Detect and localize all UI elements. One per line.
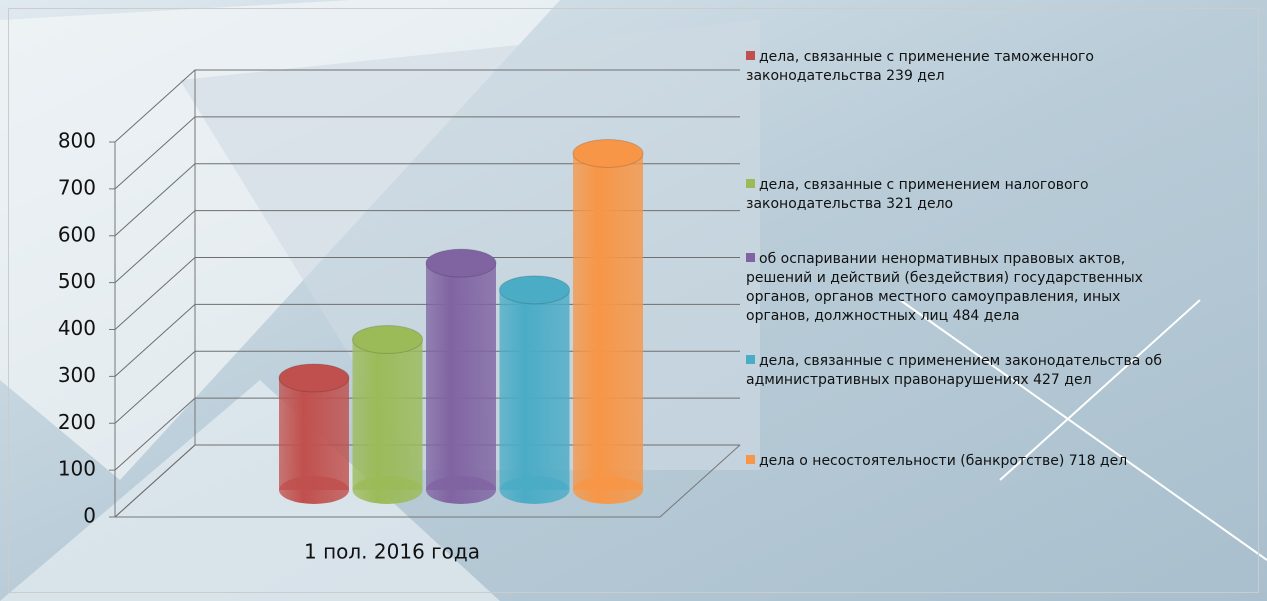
grid-line — [114, 69, 740, 143]
y-tick-label: 300 — [58, 363, 96, 387]
y-tick-label: 800 — [58, 129, 96, 153]
bar — [426, 263, 496, 490]
axis-line — [115, 444, 741, 518]
x-tick-label: 1 пол. 2016 года — [304, 540, 480, 564]
legend-entry: дела, связанные с применение таможенного… — [746, 48, 1166, 86]
grid-line — [114, 257, 740, 330]
bar — [352, 339, 423, 490]
legend-label: дела, связанные с применение таможенного… — [746, 49, 1094, 84]
y-tick-label: 600 — [58, 222, 96, 246]
y-tick-label: 100 — [58, 457, 96, 481]
legend-swatch — [746, 455, 755, 464]
legend-entry: дела о несостоятельности (банкротстве) 7… — [746, 452, 1166, 471]
bar-top — [425, 248, 497, 278]
grid-line — [114, 163, 740, 237]
bg-line — [899, 299, 1267, 561]
grid-line — [114, 116, 740, 190]
y-tick-label: 400 — [58, 316, 96, 340]
bar-top — [352, 325, 423, 355]
bar — [279, 377, 349, 490]
legend-label: дела, связанные с применением налогового… — [746, 177, 1089, 212]
legend-swatch — [746, 179, 755, 188]
legend-swatch — [746, 253, 755, 262]
legend-swatch — [746, 51, 755, 60]
legend-swatch — [746, 355, 755, 364]
y-tick-label: 200 — [58, 410, 96, 434]
legend-entry: дела, связанные с применением законодате… — [746, 352, 1166, 390]
y-tick-label: 700 — [58, 175, 96, 199]
bar-top — [278, 363, 350, 393]
y-tick-label: 0 — [83, 504, 96, 528]
bar — [499, 289, 570, 490]
grid-line — [114, 210, 740, 283]
bar-top — [499, 275, 570, 305]
legend-entry: об оспаривании ненормативных правовых ак… — [746, 250, 1166, 326]
bg-shape — [0, 380, 500, 601]
legend-label: об оспаривании ненормативных правовых ак… — [746, 251, 1143, 324]
bar — [573, 153, 643, 490]
legend-label: дела, связанные с применением законодате… — [746, 353, 1162, 388]
legend-label: дела о несостоятельности (банкротстве) 7… — [759, 453, 1128, 469]
legend-entry: дела, связанные с применением налогового… — [746, 176, 1166, 214]
bg-line — [999, 299, 1201, 481]
bar-top — [572, 138, 644, 168]
chart-border — [8, 8, 1259, 593]
y-tick-label: 500 — [58, 269, 96, 293]
